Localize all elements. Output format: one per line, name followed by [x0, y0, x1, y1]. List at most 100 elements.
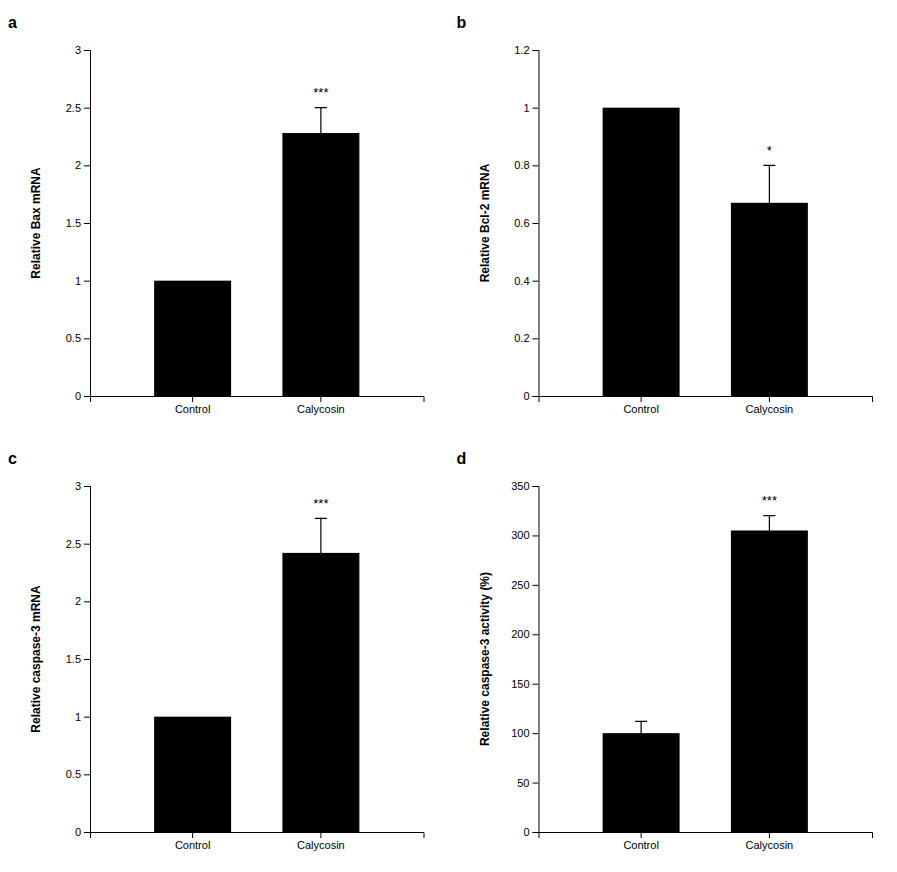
y-tick: 1 — [75, 275, 90, 287]
y-tick: 100 — [511, 727, 538, 739]
axis-line — [84, 487, 91, 833]
y-tick: 0 — [75, 390, 90, 402]
tick-label: Control — [623, 403, 658, 415]
y-tick: 1.5 — [66, 653, 90, 665]
tick-label: Control — [623, 839, 658, 851]
y-tick: 3 — [75, 480, 90, 492]
x-axis: Control Calycosin — [539, 832, 873, 851]
plot-area — [603, 108, 808, 396]
panel: 050100150200250300350ControlCalycosin***… — [457, 450, 873, 851]
tick-label: Calycosin — [746, 839, 794, 851]
y-tick: 150 — [511, 678, 538, 690]
tick-mark — [320, 832, 321, 838]
tick-mark — [533, 396, 539, 397]
tick-label: 0 — [75, 390, 81, 402]
error-bar — [635, 721, 647, 745]
axis-line — [539, 397, 873, 403]
bar — [154, 717, 231, 832]
tick-label: 0 — [523, 390, 529, 402]
error-cap — [635, 721, 647, 722]
error-cap — [763, 545, 775, 546]
tick-label: Control — [175, 839, 210, 851]
tick-mark — [533, 832, 539, 833]
tick-mark — [533, 223, 539, 224]
error-cap — [763, 240, 775, 241]
error-cap — [315, 107, 327, 108]
tick-mark — [533, 165, 539, 166]
x-axis: Control Calycosin — [91, 396, 425, 415]
tick-label: 2 — [75, 595, 81, 607]
y-tick: 0.2 — [514, 332, 538, 344]
error-bar — [763, 516, 775, 546]
y-axis: 050100150200250300350 — [511, 480, 539, 838]
panel-label: b — [457, 14, 467, 31]
tick-label: 50 — [517, 777, 529, 789]
tick-mark — [84, 396, 90, 397]
tick-label: 0.5 — [66, 332, 81, 344]
bar — [154, 281, 231, 396]
tick-mark — [84, 50, 90, 51]
tick-label: 1.5 — [66, 217, 81, 229]
tick-mark — [84, 281, 90, 282]
y-tick: 1.2 — [514, 44, 538, 56]
tick-label: 0 — [75, 826, 81, 838]
bar — [603, 108, 680, 396]
tick-mark — [84, 717, 90, 718]
plot-area — [154, 518, 359, 832]
tick-mark — [84, 601, 90, 602]
axis-line — [91, 833, 425, 839]
tick-label: Calycosin — [297, 839, 345, 851]
y-axis: 00.20.40.60.811.2 — [514, 44, 539, 402]
annotation: *** — [313, 496, 328, 511]
error-cap — [315, 587, 327, 588]
error-stem — [769, 165, 770, 240]
tick-mark — [533, 338, 539, 339]
y-axis: 00.511.522.53 — [66, 44, 91, 402]
tick-mark — [192, 396, 193, 402]
axis-line — [91, 397, 425, 403]
tick-mark — [84, 108, 90, 109]
tick-mark — [641, 832, 642, 838]
tick-mark — [84, 338, 90, 339]
x-tick: Control — [623, 832, 658, 851]
tick-label: 150 — [511, 678, 529, 690]
tick-label: 1 — [75, 275, 81, 287]
tick-mark — [84, 832, 90, 833]
tick-label: 250 — [511, 579, 529, 591]
tick-label: 0.2 — [514, 332, 529, 344]
x-tick: Control — [175, 396, 210, 415]
error-cap — [635, 744, 647, 745]
tick-label: 2.5 — [66, 538, 81, 550]
tick-label: Calycosin — [297, 403, 345, 415]
y-label: Relative caspase-3 activity (%) — [478, 572, 492, 746]
tick-label: 3 — [75, 44, 81, 56]
tick-mark — [533, 634, 539, 635]
x-tick: Calycosin — [746, 396, 794, 415]
tick-label: 0.8 — [514, 159, 529, 171]
error-bar — [763, 165, 775, 240]
bar — [282, 133, 359, 396]
axis-line — [539, 833, 873, 839]
y-tick: 2 — [75, 595, 90, 607]
tick-mark — [320, 396, 321, 402]
x-axis: Control Calycosin — [539, 396, 873, 415]
tick-mark — [769, 396, 770, 402]
annotation: * — [767, 143, 772, 158]
tick-mark — [84, 165, 90, 166]
y-label: Relative Bax mRNA — [29, 167, 43, 279]
y-tick: 2 — [75, 159, 90, 171]
bar — [603, 733, 680, 832]
tick-label: 2 — [75, 159, 81, 171]
error-cap — [315, 518, 327, 519]
plot-area — [154, 108, 359, 396]
tick-mark — [533, 733, 539, 734]
tick-mark — [84, 486, 90, 487]
x-tick: Calycosin — [297, 396, 345, 415]
x-tick: Calycosin — [297, 832, 345, 851]
tick-mark — [641, 396, 642, 402]
tick-mark — [769, 832, 770, 838]
error-cap — [763, 165, 775, 166]
y-tick: 1 — [75, 711, 90, 723]
axis-line — [533, 487, 540, 833]
tick-mark — [533, 684, 539, 685]
